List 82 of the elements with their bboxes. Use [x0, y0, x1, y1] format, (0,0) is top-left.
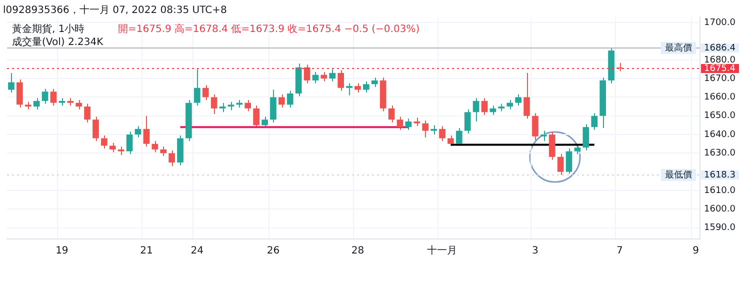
- y-tick-label: 1680.0: [704, 55, 736, 66]
- candlestick: [346, 82, 352, 96]
- candlestick: [8, 72, 14, 94]
- candlestick: [481, 98, 488, 116]
- candlestick: [304, 64, 310, 84]
- candlestick: [430, 124, 437, 136]
- y-tick-label: 1640.0: [704, 130, 736, 140]
- ref-line-label: 最高價: [665, 42, 692, 54]
- candlestick: [591, 112, 598, 130]
- candlestick: [405, 118, 412, 130]
- x-tick-label: 7: [616, 246, 623, 257]
- annotation: 成交量(Vol) 2.234K: [12, 36, 104, 49]
- y-tick-label: 1660.0: [704, 92, 736, 103]
- y-tick-label: 1630.0: [704, 148, 736, 159]
- text: 1686.4: [704, 43, 736, 54]
- candlestick: [456, 128, 462, 146]
- y-tick-label: 1590.0: [704, 223, 736, 234]
- candlestick: [143, 115, 150, 148]
- candlestick: [532, 112, 538, 141]
- candlestick: [388, 105, 395, 123]
- candlestick: [202, 84, 209, 101]
- candlestick: [219, 102, 226, 113]
- x-tick-label: 十一月: [427, 244, 458, 257]
- y-tick-label: 1600.0: [704, 204, 736, 214]
- candlestick: [515, 94, 522, 106]
- candlestick: [109, 142, 116, 153]
- candlestick: [363, 80, 370, 94]
- x-tick-label: 9: [692, 246, 699, 257]
- candlestick: [540, 130, 547, 142]
- text: 1675.4: [704, 64, 736, 74]
- text: l0928935366，十一月 07, 2022 08:35 UTC+8: [3, 4, 227, 17]
- candlestick: [422, 120, 429, 138]
- candlestick: [194, 68, 200, 106]
- x-tick-label: 24: [190, 246, 204, 257]
- candlestick: [134, 126, 142, 138]
- y-tick-label: 1650.0: [704, 111, 736, 122]
- candlestick: [210, 94, 218, 115]
- y-tick-label: 1670.0: [704, 74, 736, 84]
- candlestick: [312, 72, 319, 84]
- candlestick: [396, 116, 404, 130]
- candlestick: [16, 78, 23, 108]
- candlestick: [278, 94, 285, 108]
- candlestick: [557, 154, 564, 176]
- candlestick: [160, 146, 167, 156]
- candlestick: [33, 98, 40, 110]
- candlestick: [92, 116, 99, 142]
- x-tick-label: 26: [266, 246, 280, 257]
- x-tick-label: 28: [351, 246, 364, 257]
- candlestick: [338, 70, 344, 92]
- candlestick: [168, 150, 175, 167]
- candlestick: [253, 105, 260, 128]
- ref-line-label: 最低價: [665, 169, 692, 180]
- candlestick: [270, 89, 276, 123]
- candlestick: [126, 131, 133, 155]
- candlestick: [354, 82, 361, 94]
- candlestick: [472, 98, 480, 122]
- candlestick: [574, 144, 581, 155]
- text: 1618.3: [704, 170, 736, 180]
- y-tick-label: 1700.0: [704, 18, 736, 28]
- candlestick: [524, 72, 530, 120]
- candlestick: [329, 68, 336, 82]
- candlestick: [371, 77, 378, 88]
- candlestick: [548, 131, 556, 160]
- y-tick-label: 1610.0: [704, 186, 736, 196]
- candlestick: [84, 103, 90, 123]
- candlestick: [42, 88, 48, 104]
- candlestick: [101, 134, 108, 150]
- candlestick: [50, 88, 57, 106]
- candlestick: [152, 140, 158, 153]
- candlestick: [286, 90, 294, 108]
- text: 開=1675.9 高=1678.4 低=1673.9 收=1675.4 −0.5 (−0.03%): [118, 22, 420, 36]
- candlestick: [464, 108, 471, 134]
- candlestick: [76, 100, 82, 110]
- x-tick-label: 3: [532, 246, 538, 257]
- candlestick: [566, 148, 572, 174]
- candlestick: [506, 100, 514, 110]
- x-tick-label: 21: [140, 246, 153, 257]
- candlestick: [439, 126, 446, 142]
- candlestick: [582, 124, 590, 151]
- candlestick: [244, 100, 252, 112]
- text: 黃金期貨, 1小時: [12, 22, 85, 36]
- x-tick-label: 19: [56, 246, 68, 257]
